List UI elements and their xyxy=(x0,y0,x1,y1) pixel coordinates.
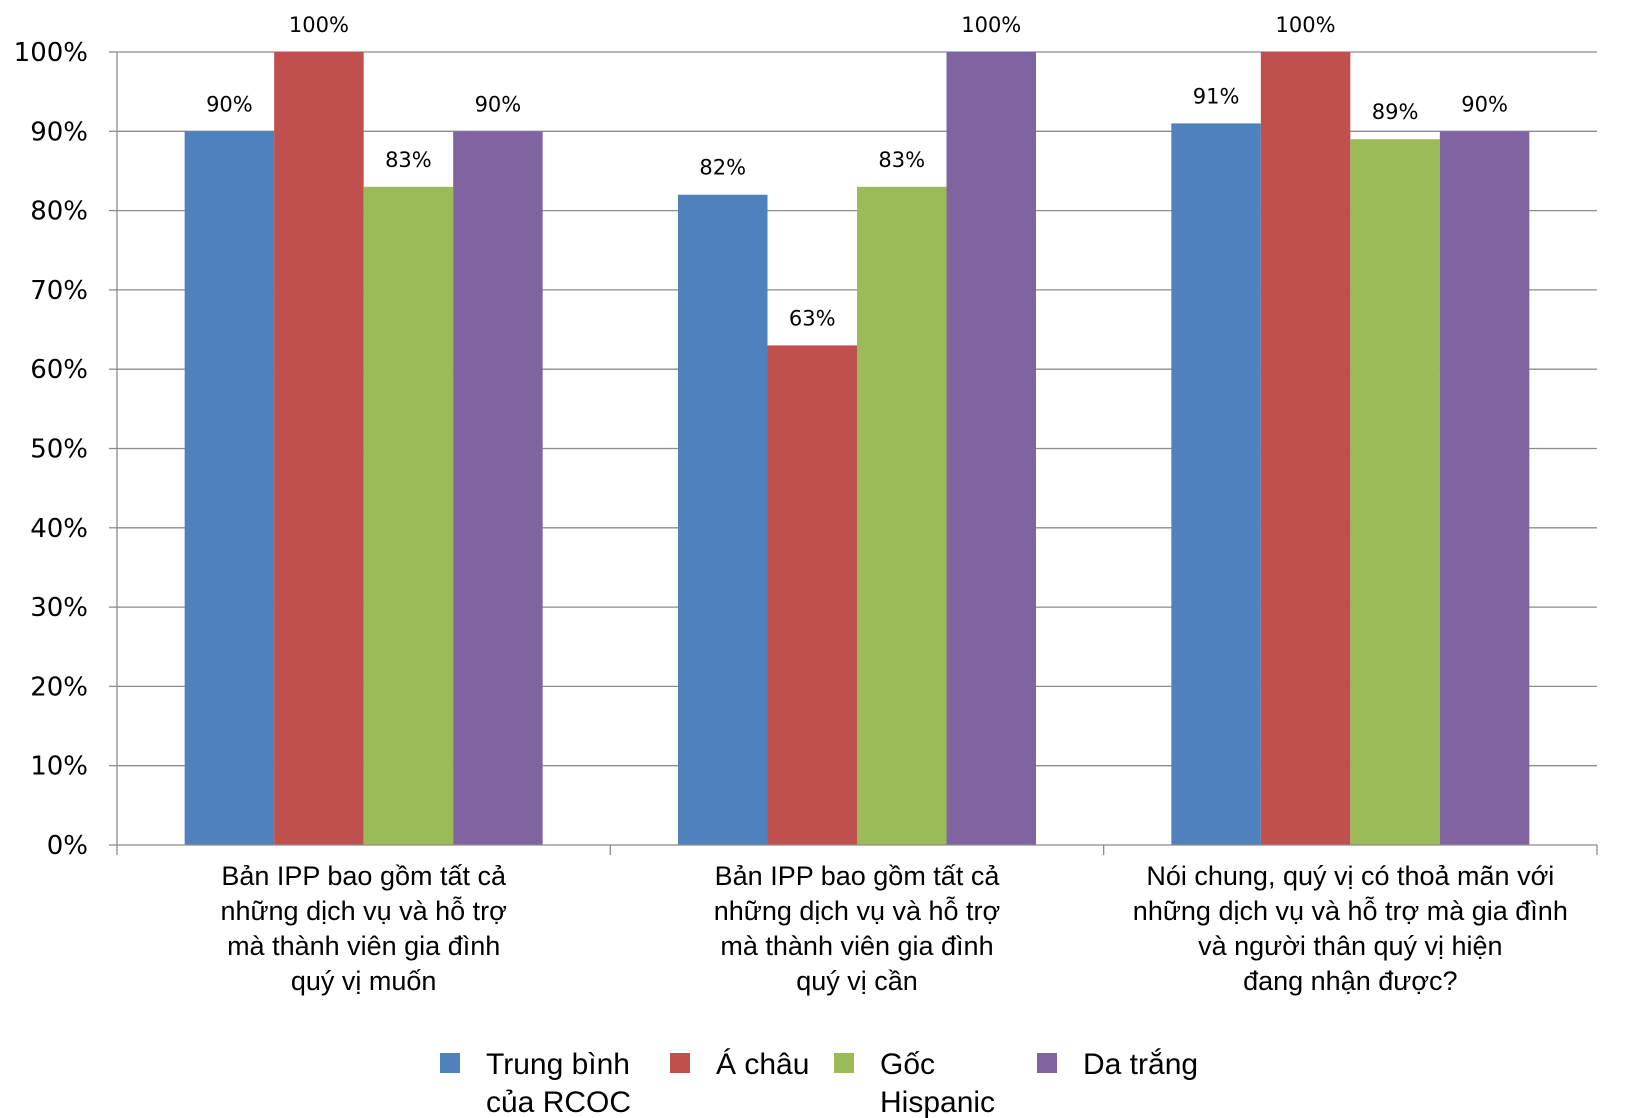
category-label: quý vị muốn xyxy=(291,966,437,996)
bar xyxy=(1350,139,1440,846)
bar xyxy=(453,131,543,846)
legend-swatch xyxy=(670,1053,690,1073)
legend-label: Gốc xyxy=(880,1048,935,1081)
data-label: 100% xyxy=(961,13,1021,37)
bars xyxy=(184,52,1530,846)
bar xyxy=(184,131,275,846)
data-label: 100% xyxy=(1276,13,1336,37)
y-tick-label: 80% xyxy=(30,197,88,227)
data-label: 90% xyxy=(1461,92,1508,116)
bar xyxy=(1260,52,1351,845)
legend-swatch xyxy=(1037,1053,1057,1073)
data-label: 83% xyxy=(878,148,925,172)
legend-swatch xyxy=(440,1053,460,1073)
data-label: 63% xyxy=(789,306,836,330)
category-label: Nói chung, quý vị có thoả mãn với xyxy=(1146,861,1554,891)
data-label: 83% xyxy=(385,148,432,172)
category-label: những dịch vụ và hỗ trợ xyxy=(714,895,1000,926)
category-label: những dịch vụ và hỗ trợ mà gia đình xyxy=(1133,895,1568,926)
category-label: mà thành viên gia đình xyxy=(720,931,993,961)
data-label: 89% xyxy=(1372,100,1419,124)
y-tick-label: 60% xyxy=(30,355,88,385)
category-label: Bản IPP bao gồm tất cả xyxy=(715,861,1001,891)
data-label: 82% xyxy=(699,156,746,180)
bar xyxy=(1439,131,1530,846)
legend-swatch xyxy=(834,1053,854,1073)
legend-label: Da trắng xyxy=(1083,1048,1198,1081)
data-labels: 90% 100% 83% 90% 82% 63% 83% 100% 91% 100% 89% 90% xyxy=(206,13,1508,330)
legend-label: Hispanic xyxy=(880,1086,995,1118)
bar xyxy=(363,186,454,845)
bar xyxy=(678,194,768,846)
category-label: mà thành viên gia đình xyxy=(227,931,500,961)
category-label: đang nhận được? xyxy=(1243,966,1457,996)
category-label: những dịch vụ và hỗ trợ xyxy=(220,895,506,926)
bar xyxy=(274,52,364,845)
bar xyxy=(857,186,947,845)
y-tick-label: 0% xyxy=(47,831,88,861)
category-label: và người thân quý vị hiện xyxy=(1198,931,1502,961)
category-label: quý vị cần xyxy=(796,966,918,996)
bar xyxy=(946,52,1036,845)
y-tick-label: 90% xyxy=(30,117,88,147)
data-label: 90% xyxy=(206,92,253,116)
y-tick-label: 100% xyxy=(14,38,88,68)
y-tick-label: 70% xyxy=(30,276,88,306)
y-tick-label: 20% xyxy=(30,672,88,702)
data-label: 100% xyxy=(289,13,349,37)
data-label: 90% xyxy=(475,92,522,116)
axes: 0% 10% 20% 30% 40% 50% 60% 70% 80% 90% 100% Bản IPP… xyxy=(14,38,1598,996)
y-tick-label: 40% xyxy=(30,514,88,544)
y-tick-label: 30% xyxy=(30,593,88,623)
legend-label: Trung bình xyxy=(486,1048,630,1081)
category-label: Bản IPP bao gồm tất cả xyxy=(221,861,507,891)
bar xyxy=(1171,123,1261,846)
legend-label: Á châu xyxy=(716,1048,809,1081)
y-tick-label: 10% xyxy=(30,752,88,782)
bar xyxy=(767,345,857,845)
legend-label: của RCOC xyxy=(486,1086,631,1118)
data-label: 91% xyxy=(1193,84,1240,108)
legend: Trung bình của RCOC Á châu Gốc Hispanic Da tr… xyxy=(440,1048,1198,1118)
y-tick-label: 50% xyxy=(30,435,88,465)
